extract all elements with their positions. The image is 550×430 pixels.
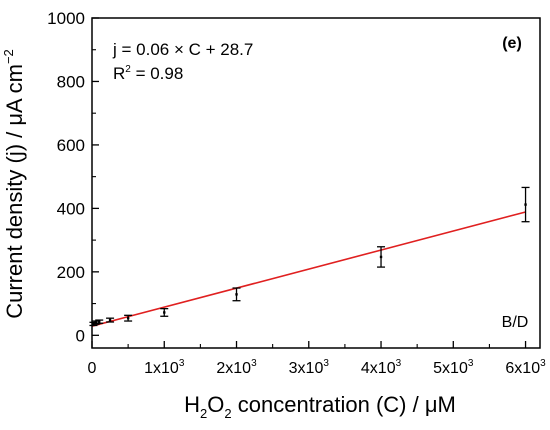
data-point [377,246,386,268]
data-point [95,319,104,324]
y-tick-label: 200 [57,263,85,282]
x-tick-label: 6x103 [505,358,546,377]
fit-line [91,211,526,327]
x-tick-label: 1x103 [144,358,185,377]
r-squared: R2 = 0.98 [113,64,183,83]
point-marker [126,316,130,320]
point-marker [108,318,112,322]
y-axis-label: Current density (j) / μA cm−2 [1,49,27,319]
x-tick-label: 3x103 [289,358,330,377]
point-marker [163,311,166,314]
y-tick-label: 800 [57,72,85,91]
point-marker [98,320,101,323]
data-point [106,317,115,323]
fit-equation: j = 0.06 × C + 28.7 [112,40,253,59]
sample-label: B/D [502,314,529,331]
x-tick-label: 4x103 [361,358,402,377]
data-point [160,308,169,317]
panel-label: (e) [502,35,522,52]
x-tick-label: 5x103 [433,358,474,377]
plot-frame [91,17,541,349]
x-axis-label: H2O2 concentration (C) / μM [184,392,456,421]
y-tick-label: 0 [76,326,85,345]
y-tick-label: 400 [57,199,85,218]
data-marks [89,186,530,327]
y-tick-label: 600 [57,136,85,155]
data-point [124,314,133,322]
data-point [521,186,530,223]
x-tick-label: 0 [88,360,97,377]
point-marker [379,255,383,259]
point-marker [235,293,238,296]
data-point [232,287,241,302]
y-tick-label: 1000 [47,9,85,28]
point-marker [524,203,527,206]
x-tick-label: 2x103 [216,358,257,377]
axis-ticks: 0 200 400 600 800 1000 0 1x103 2x103 3x103 4x103 5x… [47,9,546,377]
